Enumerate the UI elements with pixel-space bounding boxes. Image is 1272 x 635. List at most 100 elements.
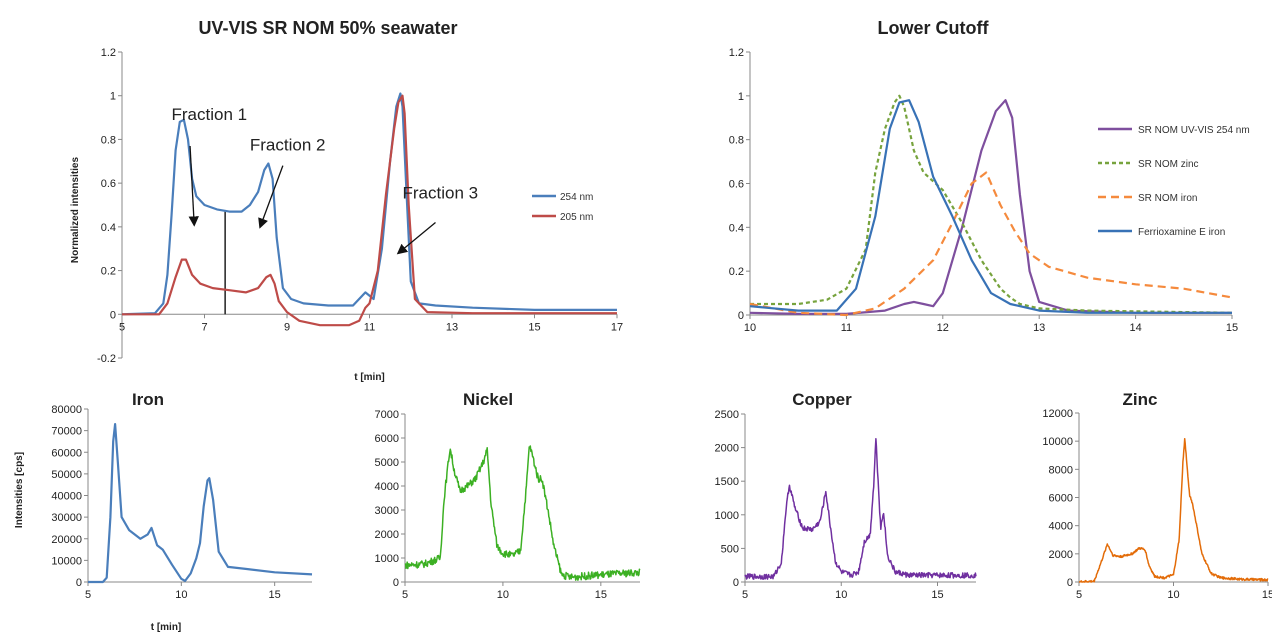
y-tick-label: 500 [721,543,739,555]
x-tick-label: 5 [85,589,91,601]
series-line-254-nm [121,92,617,316]
legend-label: 205 nm [560,212,593,223]
y-tick-label: 1000 [715,510,739,522]
series-line-sr-nom-iron [749,171,1233,317]
x-tick-label: 11 [841,322,852,334]
y-tick-label: 0.4 [101,222,116,234]
x-tick-label: 10 [744,322,756,334]
y-tick-label: 1 [738,91,744,103]
legend-label: SR NOM iron [1138,193,1197,204]
x-tick-label: 5 [119,321,125,333]
y-tick-label: 2500 [715,409,739,421]
y-tick-label: 2000 [715,443,739,455]
y-tick-label: 1000 [375,553,399,565]
chart-uvvis: UV-VIS SR NOM 50% seawater -0.2 0 0.2 0.4 0.6… [70,18,623,383]
series-line-nickel [404,445,641,581]
x-tick-label: 15 [595,589,607,601]
x-axis-label: t [min] [151,622,182,633]
x-tick-label: 5 [402,589,408,601]
y-axis-label: Intensities [cps] [14,452,25,528]
y-tick-label: 1 [110,91,116,103]
y-tick-label: 10000 [51,555,82,567]
x-tick-label: 9 [284,321,290,333]
y-tick-label: 60000 [51,447,82,459]
series-line-copper [744,437,977,580]
x-tick-label: 12 [937,322,949,334]
legend-label: SR NOM UV-VIS 254 nm [1138,125,1250,136]
legend-label: Ferrioxamine E iron [1138,227,1225,238]
y-tick-label: 0 [110,309,116,321]
annotation-label: Fraction 2 [250,135,326,154]
y-tick-label: 8000 [1049,464,1073,476]
x-axis-label: t [min] [354,372,385,383]
chart-zinc: Zinc 0 2000 4000 6000 8000 10000 12000 5 10 15 [1042,390,1272,601]
series-line-sr-nom-uv-vis-254-nm [749,99,1232,315]
y-tick-label: 0.6 [729,179,744,191]
x-tick-label: 10 [1167,589,1179,601]
x-tick-label: 15 [1226,322,1238,334]
y-tick-label: 0.6 [101,178,116,190]
y-tick-label: -0.2 [97,353,116,365]
chart-cutoff: Lower Cutoff 0 0.2 0.4 0.6 0.8 1 1.2 10 11 12 13 14 1… [729,18,1250,334]
y-tick-label: 0 [76,577,82,589]
x-tick-label: 17 [611,321,623,333]
x-tick-label: 15 [1262,589,1272,601]
series-line-zinc [1078,437,1269,583]
x-tick-label: 15 [931,589,943,601]
y-tick-label: 5000 [375,457,399,469]
y-tick-label: 30000 [51,512,82,524]
y-tick-label: 70000 [51,426,82,438]
y-tick-label: 1.2 [101,47,116,59]
y-tick-label: 2000 [375,529,399,541]
y-tick-label: 4000 [1049,521,1073,533]
y-tick-label: 50000 [51,469,82,481]
y-tick-label: 3000 [375,505,399,517]
chart-nickel: Nickel 0 1000 2000 3000 4000 5000 6000 7000 5 10 15 [375,390,641,601]
y-tick-label: 0 [393,577,399,589]
y-tick-label: 6000 [375,433,399,445]
y-tick-label: 1500 [715,476,739,488]
chart-title: Zinc [1123,390,1158,409]
chart-title: Copper [792,390,852,409]
annotation-arrow [258,165,284,229]
annotation-arrow [188,145,199,227]
x-tick-label: 15 [269,589,281,601]
chart-copper: Copper 0 500 1000 1500 2000 2500 5 10 15 [715,390,977,601]
chart-title: Nickel [463,390,513,409]
y-tick-label: 0.2 [729,266,744,278]
y-tick-label: 40000 [51,491,82,503]
legend-label: SR NOM zinc [1138,159,1199,170]
x-tick-label: 5 [742,589,748,601]
x-tick-label: 13 [446,321,458,333]
series-line-sr-nom-zinc [750,94,1233,314]
series-line-iron [88,423,313,584]
x-tick-label: 13 [1033,322,1045,334]
y-tick-label: 0 [733,577,739,589]
x-tick-label: 10 [497,589,509,601]
y-tick-label: 80000 [51,404,82,416]
y-tick-label: 0.2 [101,266,116,278]
annotation-label: Fraction 1 [172,105,248,124]
series-line-ferrioxamine-e-iron [749,99,1232,314]
y-tick-label: 7000 [375,409,399,421]
y-tick-label: 10000 [1042,436,1073,448]
x-tick-label: 10 [835,589,847,601]
series-line-205-nm [122,94,617,327]
y-tick-label: 0.8 [729,135,744,147]
y-tick-label: 12000 [1042,408,1073,420]
y-tick-label: 0.8 [101,134,116,146]
x-tick-label: 15 [528,321,540,333]
y-tick-label: 0 [1067,577,1073,589]
chart-title: Lower Cutoff [878,18,990,38]
annotation-label: Fraction 3 [403,183,479,202]
annotation-arrow [396,221,436,255]
chart-title: UV-VIS SR NOM 50% seawater [198,18,457,38]
chart-iron: Iron 0 10000 20000 30000 40000 50000 60000 70000… [14,390,313,633]
chart-title: Iron [132,390,164,409]
x-tick-label: 10 [175,589,187,601]
x-tick-label: 5 [1076,589,1082,601]
y-axis-label: Normalized intensities [70,156,81,263]
y-tick-label: 0.4 [729,222,744,234]
y-tick-label: 6000 [1049,493,1073,505]
